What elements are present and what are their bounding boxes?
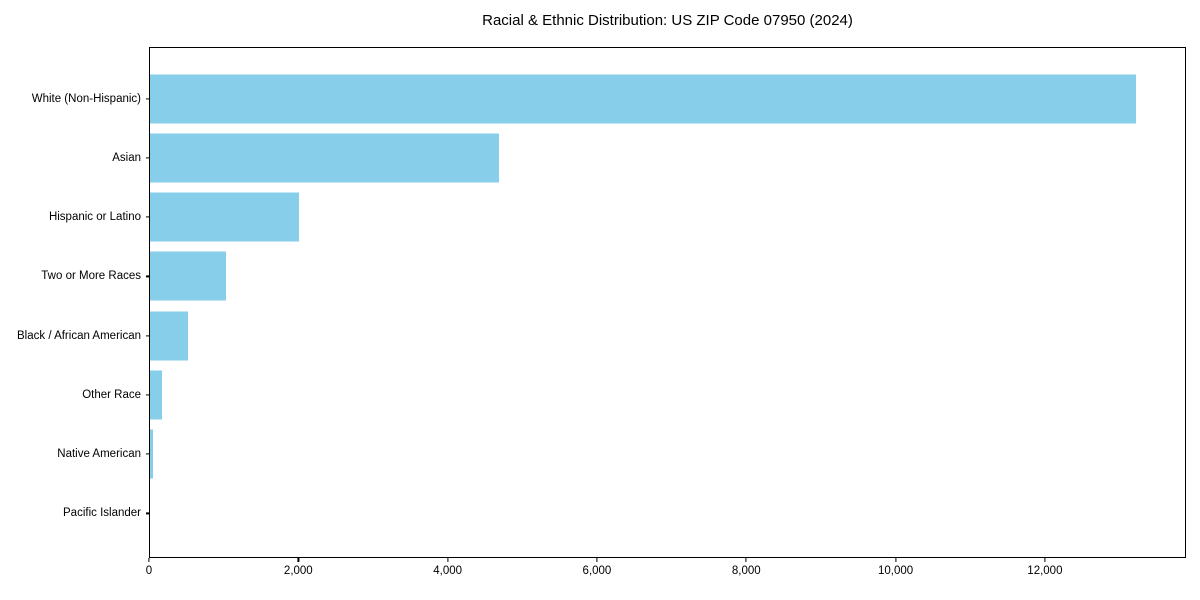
x-axis-tick-mark	[447, 558, 449, 562]
y-axis-category-label: Hispanic or Latino	[48, 211, 141, 224]
bar-row: Asian	[112, 128, 1185, 187]
x-axis-tick-label: 10,000	[877, 565, 914, 577]
y-axis-tick-mark	[146, 157, 150, 159]
chart-title: Racial & Ethnic Distribution: US ZIP Cod…	[482, 12, 853, 29]
y-axis-tick-mark	[146, 275, 150, 277]
x-axis-tick-label: 12,000	[1027, 565, 1063, 577]
x-axis-tick-label: 8,000	[731, 565, 761, 577]
bar-row: Other Race	[82, 365, 1185, 424]
x-axis-tick-mark	[148, 558, 150, 562]
x-axis-tick-mark	[596, 558, 598, 562]
bar	[150, 370, 162, 420]
x-axis-tick-mark	[297, 558, 299, 562]
y-axis-category-label: Two or More Races	[41, 270, 141, 283]
x-axis-tick-mark	[745, 558, 747, 562]
x-axis-tick-mark	[894, 558, 897, 562]
bar-row: White (Non-Hispanic)	[32, 69, 1185, 128]
bar	[150, 74, 1136, 124]
y-axis-category-label: Black / African American	[17, 329, 141, 342]
y-axis-category-label: Pacific Islander	[63, 507, 141, 520]
x-axis-tick-label: 2,000	[283, 565, 313, 577]
bar-row: Hispanic or Latino	[49, 188, 1185, 247]
bar	[150, 311, 188, 361]
y-axis-category-label: White (Non-Hispanic)	[31, 92, 141, 105]
bar-row: Black / African American	[17, 306, 1185, 365]
bar	[150, 251, 226, 301]
x-axis-tick-mark	[1044, 558, 1046, 562]
y-axis-tick-mark	[146, 394, 150, 396]
bar	[150, 192, 300, 242]
x-axis-tick-label: 0	[145, 565, 153, 577]
bar-row: Pacific Islander	[63, 484, 1185, 543]
bar	[150, 133, 500, 183]
y-axis-category-label: Asian	[112, 151, 141, 164]
y-axis-category-label: Native American	[57, 448, 141, 461]
y-axis-tick-mark	[146, 335, 150, 337]
y-axis-tick-mark	[146, 216, 150, 218]
bar	[150, 429, 153, 479]
x-axis-tick-label: 6,000	[582, 565, 612, 577]
y-axis-tick-mark	[146, 453, 150, 455]
bar-row: Native American	[57, 425, 1185, 484]
plot-area: White (Non-Hispanic) Asian Hispanic or Lat…	[17, 47, 1186, 558]
x-axis-tick-label: 4,000	[433, 565, 463, 577]
bar-row: Two or More Races	[41, 247, 1185, 306]
bar-rows: White (Non-Hispanic) Asian Hispanic or Lat…	[17, 48, 1185, 557]
y-axis-tick-mark	[146, 512, 150, 514]
y-axis-tick-mark	[146, 98, 150, 100]
y-axis-category-label: Other Race	[82, 388, 141, 401]
